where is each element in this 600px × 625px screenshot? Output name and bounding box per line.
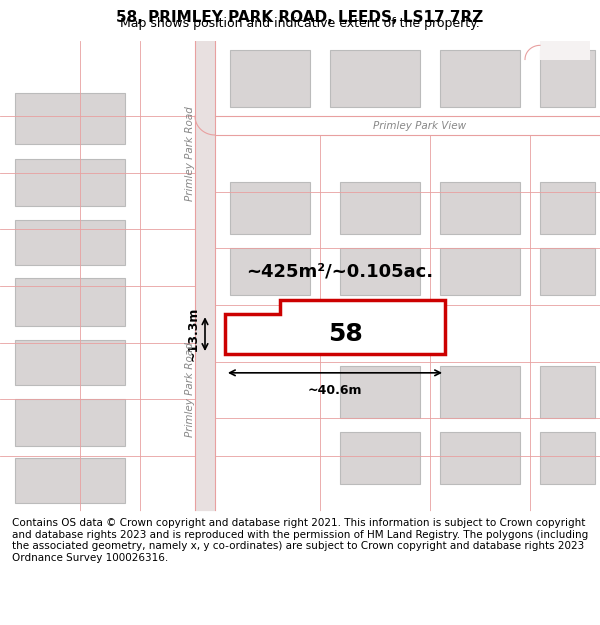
Bar [540,432,595,484]
Bar [440,366,520,418]
Bar [15,220,125,265]
Bar [440,50,520,107]
Text: Primley Park Road: Primley Park Road [185,342,195,437]
Text: ~13.3m: ~13.3m [187,307,200,361]
Text: 58, PRIMLEY PARK ROAD, LEEDS, LS17 7RZ: 58, PRIMLEY PARK ROAD, LEEDS, LS17 7RZ [116,10,484,25]
Bar [540,248,595,296]
Bar [15,92,125,144]
Bar [15,458,125,503]
Bar [540,366,595,418]
Text: ~40.6m: ~40.6m [308,384,362,397]
Bar [340,366,420,418]
Polygon shape [225,300,445,354]
Bar [540,50,595,107]
Bar [230,248,310,296]
Text: 58: 58 [328,322,362,346]
Bar [540,182,595,234]
Text: Primley Park View: Primley Park View [373,121,467,131]
Polygon shape [540,41,590,59]
Bar [440,432,520,484]
Bar [230,50,310,107]
Bar [440,248,520,296]
Bar [15,159,125,206]
Bar [330,50,420,107]
Bar [15,279,125,326]
Bar [15,340,125,385]
Bar [340,432,420,484]
Text: Map shows position and indicative extent of the property.: Map shows position and indicative extent… [120,18,480,31]
Polygon shape [195,41,215,512]
Bar [230,182,310,234]
Text: ~425m²/~0.105ac.: ~425m²/~0.105ac. [247,263,434,281]
Bar [340,182,420,234]
Text: Primley Park Road: Primley Park Road [185,106,195,201]
Bar [340,248,420,296]
Bar [440,182,520,234]
Bar [15,399,125,446]
Text: Contains OS data © Crown copyright and database right 2021. This information is : Contains OS data © Crown copyright and d… [12,518,588,563]
